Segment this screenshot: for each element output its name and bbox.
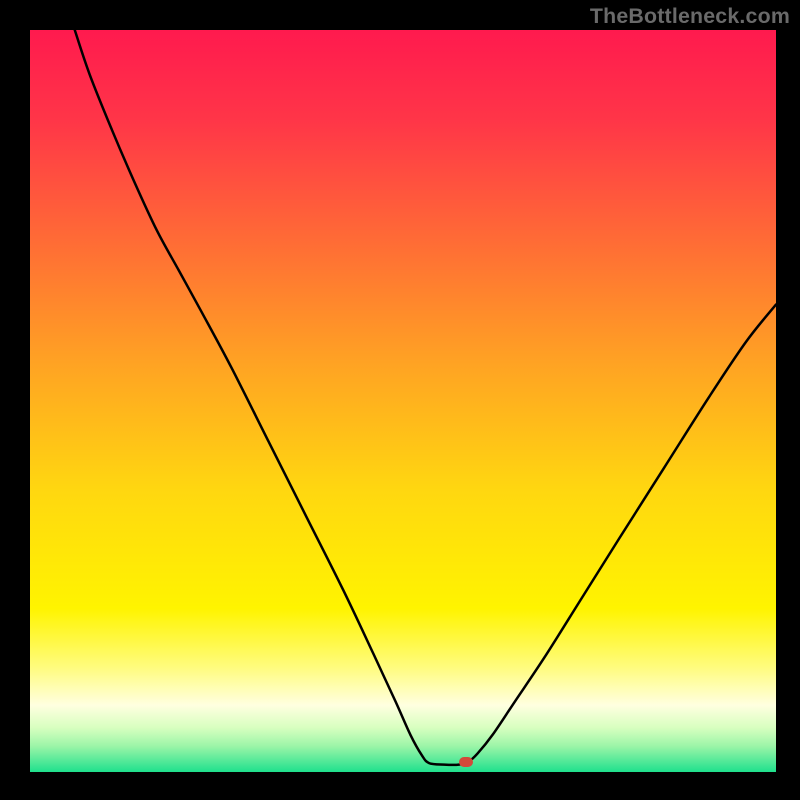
plot-area: [30, 30, 776, 772]
optimal-point-marker: [459, 757, 473, 767]
chart-frame: TheBottleneck.com: [0, 0, 800, 800]
watermark-text: TheBottleneck.com: [590, 4, 790, 29]
bottleneck-curve: [30, 30, 776, 772]
